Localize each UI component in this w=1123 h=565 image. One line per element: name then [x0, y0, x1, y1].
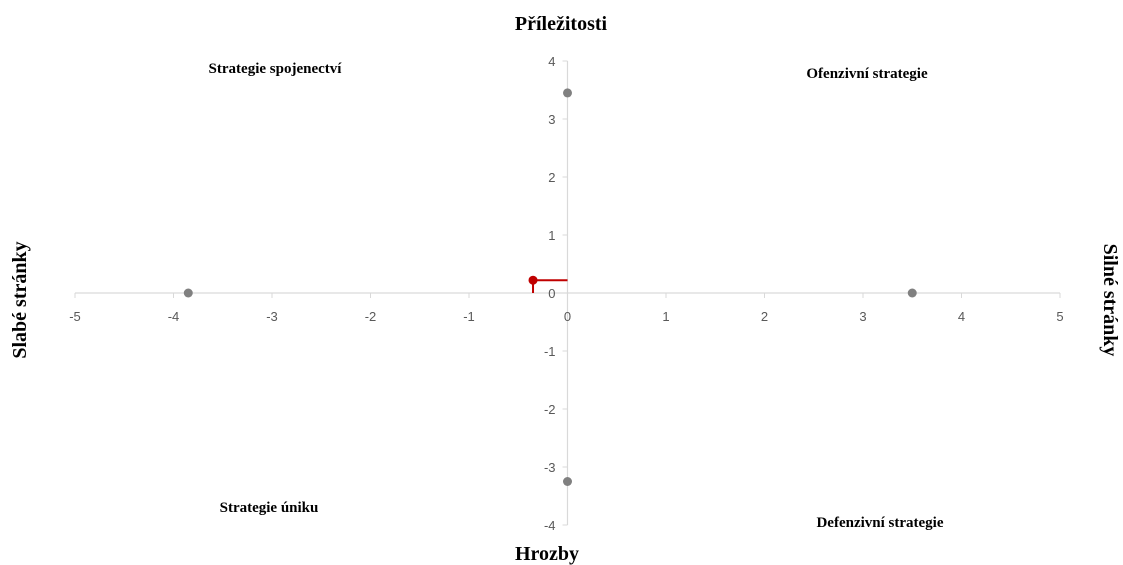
x-tick-label: 3	[859, 309, 866, 324]
y-tick-label: -3	[544, 460, 556, 475]
data-point	[907, 288, 917, 298]
quadrant-label-top-right: Ofenzivní strategie	[806, 66, 928, 82]
y-tick-label: 0	[548, 286, 555, 301]
y-tick-label: -2	[544, 402, 556, 417]
x-tick-label: -4	[168, 309, 180, 324]
y-tick-label: 3	[548, 112, 555, 127]
x-tick-label: 2	[761, 309, 768, 324]
x-tick-label: 0	[564, 309, 571, 324]
axis-title-right: Silné stránky	[1099, 244, 1121, 357]
data-point	[183, 288, 193, 298]
axis-title-left: Slabé stránky	[9, 241, 31, 358]
x-tick-label: 4	[958, 309, 965, 324]
y-tick-label: -4	[544, 518, 556, 533]
x-tick-label: -1	[463, 309, 475, 324]
quadrant-label-bottom-right: Defenzivní strategie	[816, 515, 943, 531]
axis-title-top: Příležitosti	[515, 13, 608, 35]
y-tick-label: -1	[544, 344, 556, 359]
axis-title-bottom: Hrozby	[515, 543, 579, 565]
data-point	[563, 88, 572, 98]
result-point	[528, 275, 538, 285]
quadrant-label-top-left: Strategie spojenectví	[209, 61, 343, 77]
data-point	[563, 477, 572, 486]
y-tick-label: 2	[548, 170, 555, 185]
quadrant-label-bottom-left: Strategie úniku	[220, 500, 319, 516]
labels-layer: Příležitosti Hrozby Slabé stránky Silné …	[9, 13, 1121, 565]
y-tick-label: 1	[548, 228, 555, 243]
x-tick-label: 1	[662, 309, 669, 324]
points-layer	[183, 88, 917, 486]
x-tick-label: 5	[1056, 309, 1063, 324]
x-tick-label: -2	[365, 309, 377, 324]
x-tick-label: -3	[266, 309, 278, 324]
x-tick-label: -5	[69, 309, 81, 324]
ticks-layer: -5 -4 -3 -2 -1 0 1 2 3 4 5 4 3 2 1 0 -1 -2 -3 -4	[69, 54, 1063, 533]
y-tick-label: 4	[548, 54, 555, 69]
